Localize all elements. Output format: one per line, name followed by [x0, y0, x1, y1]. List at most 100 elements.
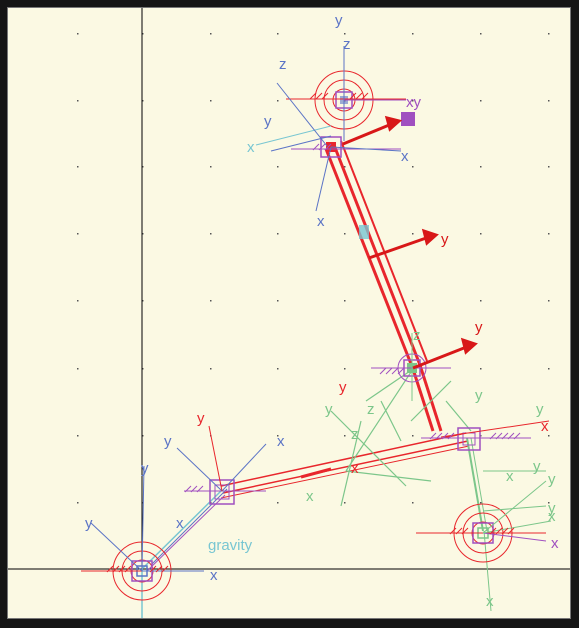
- hatch-mark: [318, 143, 326, 151]
- top-joint-x2-label: x: [317, 213, 325, 230]
- grid-dot: [142, 100, 144, 102]
- base-joint[interactable]: [81, 465, 204, 601]
- hatch-mark: [435, 432, 443, 440]
- hatch-mark: [379, 367, 387, 375]
- grid-dot: [77, 300, 79, 302]
- grid-dot: [277, 166, 279, 168]
- grid-dot: [344, 166, 346, 168]
- grid-dot: [412, 300, 414, 302]
- grid-dot: [412, 166, 414, 168]
- grid-dot: [142, 502, 144, 504]
- left-elbow-x-label: x: [277, 433, 285, 450]
- grid-dot: [210, 166, 212, 168]
- bottom-right-x4-label: x: [486, 593, 494, 610]
- top-joint[interactable]: [286, 46, 406, 141]
- top-link-joint[interactable]: [255, 82, 415, 212]
- simulation-viewport[interactable]: y z xy z y x x x y y z y y x y x z z y y: [7, 7, 571, 619]
- grid-dot: [210, 33, 212, 35]
- bottom-right-y3-label: y: [533, 458, 541, 475]
- grid-dot: [344, 368, 346, 370]
- mid-joint-y2-label: y: [339, 379, 347, 396]
- hatch-mark: [495, 432, 503, 440]
- hatch-mark: [190, 485, 198, 493]
- left-elbow-y-label: y: [197, 410, 205, 427]
- grid-dot: [412, 33, 414, 35]
- base-link[interactable]: [141, 488, 228, 572]
- top-joint-y3-label: x: [401, 148, 409, 165]
- hatch-mark: [489, 527, 497, 535]
- hatch-mark: [321, 92, 329, 100]
- dotted-grid: [77, 33, 550, 504]
- grid-dot: [344, 300, 346, 302]
- bottom-right-x-label: x: [548, 508, 556, 525]
- grid-dot: [77, 233, 79, 235]
- bottom-right-y-label: y: [548, 471, 556, 488]
- grid-dot: [548, 33, 550, 35]
- left-elbow-joint[interactable]: [176, 425, 267, 505]
- hatch-mark: [513, 432, 521, 440]
- grid-dot: [210, 233, 212, 235]
- right-joint-y3-label: y: [325, 401, 333, 418]
- right-vertical-link[interactable]: [466, 437, 492, 612]
- hatch-mark: [489, 432, 497, 440]
- top-joint-y-label: y: [335, 12, 343, 29]
- grid-dot: [480, 300, 482, 302]
- grid-dot: [142, 233, 144, 235]
- link-force-y-label: y: [441, 231, 449, 248]
- top-joint-z-label: z: [343, 36, 351, 53]
- grid-dot: [344, 233, 346, 235]
- bottom-right-x2-label: x: [551, 535, 559, 552]
- grid-dot: [277, 300, 279, 302]
- frame-labels: y z xy z y x x x y y z y y x y x z z y y: [85, 12, 559, 610]
- grid-dot: [480, 502, 482, 504]
- mechanism-scene: y z xy z y x x x y y z y y x y x z z y y: [8, 8, 570, 618]
- right-joint-z-label: z: [351, 426, 359, 443]
- hatch-mark: [149, 565, 157, 573]
- hatch-mark: [184, 485, 192, 493]
- hatch-mark: [349, 92, 357, 100]
- lower-link[interactable]: [220, 432, 470, 499]
- grid-dot: [548, 100, 550, 102]
- hatch-mark: [124, 565, 132, 573]
- hatch-mark: [312, 143, 320, 151]
- hatch-mark: [155, 565, 163, 573]
- hatch-mark: [106, 565, 114, 573]
- hatch-mark: [461, 527, 469, 535]
- base-x-label: x: [210, 567, 218, 584]
- grid-dot: [210, 368, 212, 370]
- grid-dot: [142, 300, 144, 302]
- grid-dot: [412, 100, 414, 102]
- mid-joint-z-label: z: [413, 327, 421, 344]
- hatch-mark: [324, 143, 332, 151]
- right-joint-x-label: x: [541, 418, 549, 435]
- hatch-mark: [315, 92, 323, 100]
- grid-dot: [548, 502, 550, 504]
- grid-dot: [548, 300, 550, 302]
- grid-dot: [142, 166, 144, 168]
- grid-dot: [77, 33, 79, 35]
- hatch-mark: [455, 527, 463, 535]
- grid-dot: [548, 368, 550, 370]
- hatch-mark: [355, 92, 363, 100]
- right-joint[interactable]: [421, 420, 550, 451]
- grid-dot: [548, 435, 550, 437]
- left-elbow-x3-label: x: [176, 515, 184, 532]
- bottom-right-joint[interactable]: [416, 470, 552, 563]
- right-joint-y2-label: y: [475, 387, 483, 404]
- bottom-right-y2-label: y: [548, 500, 556, 517]
- hatch-mark: [507, 527, 515, 535]
- hatch-mark: [429, 432, 437, 440]
- grid-dot: [412, 233, 414, 235]
- left-elbow-y3-label: y: [141, 460, 149, 477]
- grid-dot: [344, 435, 346, 437]
- grid-dot: [142, 368, 144, 370]
- hatch-mark: [507, 432, 515, 440]
- hatch-mark: [112, 565, 120, 573]
- grid-dot: [210, 100, 212, 102]
- grid-dot: [480, 166, 482, 168]
- grid-dot: [412, 435, 414, 437]
- hatch-mark: [196, 485, 204, 493]
- grid-dot: [277, 368, 279, 370]
- grid-dot: [142, 33, 144, 35]
- grid-dot: [480, 368, 482, 370]
